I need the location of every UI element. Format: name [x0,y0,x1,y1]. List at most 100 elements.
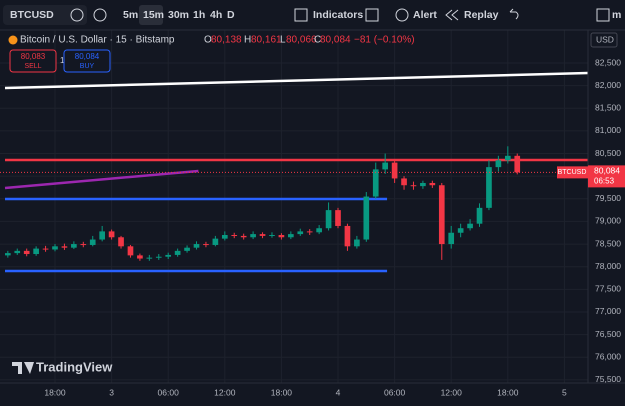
y-tick-label: 82,000 [595,80,621,90]
candle-body [165,254,172,257]
candle-body [155,256,162,258]
interval[interactable]: 1h [193,9,205,21]
candle-body [42,248,49,250]
currency-box[interactable] [590,32,618,48]
symbol-tag-label: BTCUSD [558,169,587,176]
legend-title: Bitcoin / U.S. Dollar · 15 · Bitstamp [20,35,175,46]
candle-body [184,247,190,251]
candle-body [382,162,389,170]
compare-icon[interactable] [70,8,84,22]
interval[interactable]: D [227,9,235,21]
candle-body [23,250,30,255]
legend-l: 80,066 [286,35,317,46]
candle-body [335,210,341,226]
quantity: 1 [60,56,65,65]
legend-c: 80,084 [320,35,351,46]
indicators[interactable]: Indicators [313,9,363,21]
candle-body [80,244,87,246]
interval[interactable]: 5m [123,9,138,21]
sell-label[interactable]: SELL [24,63,41,70]
legend-l-label: L [280,35,286,46]
y-tick-label: 80,500 [595,148,621,158]
x-tick-label: 18:00 [271,387,293,397]
candle-body [486,167,492,208]
layout-icon[interactable] [365,8,379,22]
candle-body [52,246,58,250]
candle-body [14,250,21,254]
candle-body [250,234,256,238]
symbol-box[interactable] [3,5,87,25]
undo-icon[interactable] [509,8,519,20]
more[interactable]: m [612,9,621,21]
active-interval [139,5,163,25]
candle-body [448,232,455,245]
candle-body [504,155,511,161]
price-tag-label: 80,084 [594,166,620,176]
x-tick-label: 4 [336,387,341,397]
candle-body [429,182,436,186]
logo-icon [12,362,34,374]
candle-body [146,257,153,259]
x-tick-label: 06:00 [384,387,406,397]
candle-body [391,162,398,179]
candle-body [212,238,219,245]
candle-body [127,246,134,256]
candle-body [476,207,483,224]
y-tick-label: 79,000 [595,216,621,226]
candle-body [231,235,238,237]
sell-button[interactable] [9,49,57,73]
candle-body [467,223,473,229]
alert[interactable]: Alert [413,9,437,21]
candle-body [259,234,266,236]
candle-body [316,228,322,233]
candle-body [221,235,228,239]
interval[interactable]: 4h [210,9,222,21]
candle-body [420,182,426,187]
candle-body [61,246,68,248]
buy-label[interactable]: BUY [80,63,95,70]
candle-body [89,239,96,245]
buy-button[interactable] [63,49,111,73]
replay-icon[interactable] [445,9,459,21]
add-icon[interactable] [93,8,107,22]
legend-c-label: C [314,35,321,46]
legend-change: −81 (−0.10%) [354,35,415,46]
y-tick-label: 81,000 [595,125,621,135]
candle-body [99,231,105,240]
sell-price[interactable]: 80,083 [21,52,46,61]
candle-body [108,231,115,238]
candle-body [118,237,124,247]
currency[interactable]: USD [596,34,614,44]
candle-body [297,231,304,235]
candle-body [33,248,39,255]
candle-body [203,244,209,246]
more-icon[interactable] [596,8,610,22]
candle-body [457,228,464,233]
interval[interactable]: 30m [168,9,189,21]
buy-price[interactable]: 80,084 [75,52,100,61]
candle-body [71,244,77,248]
x-tick-label: 06:00 [158,387,180,397]
price-tag [588,165,625,188]
alert-icon[interactable] [395,8,409,22]
x-tick-label: 12:00 [214,387,236,397]
y-tick-label: 75,500 [595,374,621,384]
candle-body [174,250,181,255]
candle-body [372,169,379,197]
candle-body [363,196,370,240]
legend-h: 80,161 [251,35,282,46]
symbol[interactable]: BTCUSD [10,9,54,21]
candle-body [269,235,275,237]
legend-h-label: H [244,35,251,46]
candle-body [401,178,407,186]
interval[interactable]: 15m [143,9,164,21]
indicators-icon[interactable] [294,8,308,22]
candle-body [278,235,285,238]
y-tick-label: 77,500 [595,284,621,294]
candle-body [306,231,313,233]
price-tag-time: 06:53 [594,176,615,185]
candle-body [438,185,445,245]
legend-o-label: O [204,35,212,46]
replay[interactable]: Replay [464,9,499,21]
